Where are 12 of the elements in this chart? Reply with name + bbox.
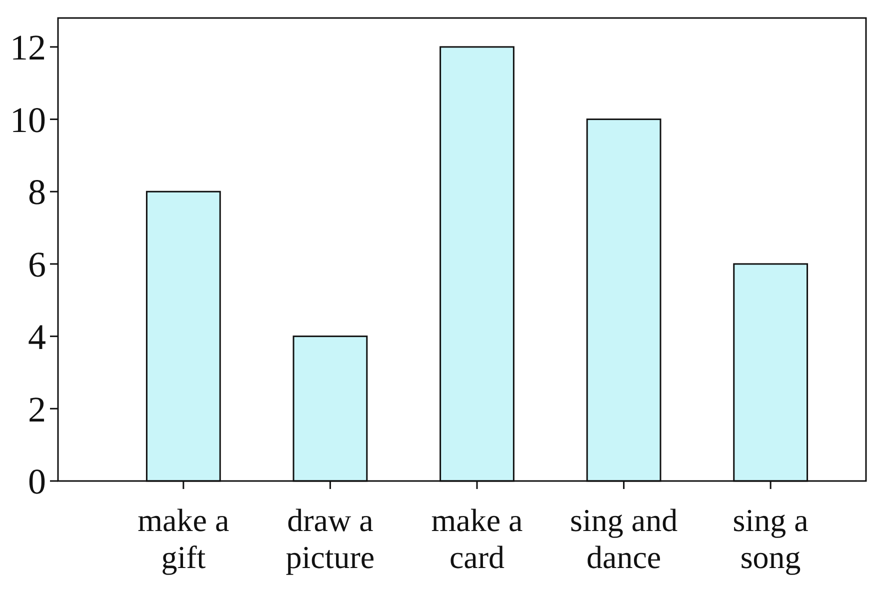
- y-tick-label: 0: [28, 462, 46, 502]
- x-tick-label: draw a picture: [286, 502, 375, 575]
- y-tick-label: 8: [28, 172, 46, 212]
- y-tick-label: 4: [28, 316, 46, 357]
- y-tick-label: 2: [28, 389, 46, 430]
- y-tick-label: 6: [28, 244, 46, 285]
- x-tick-label: sing a song: [732, 502, 808, 575]
- x-tick-label: make a gift: [138, 502, 230, 575]
- x-tick-label: make a card: [431, 502, 523, 575]
- y-tick-label: 10: [10, 100, 46, 140]
- y-tick-label: 12: [10, 28, 46, 68]
- x-tick-label: sing and dance: [570, 502, 678, 575]
